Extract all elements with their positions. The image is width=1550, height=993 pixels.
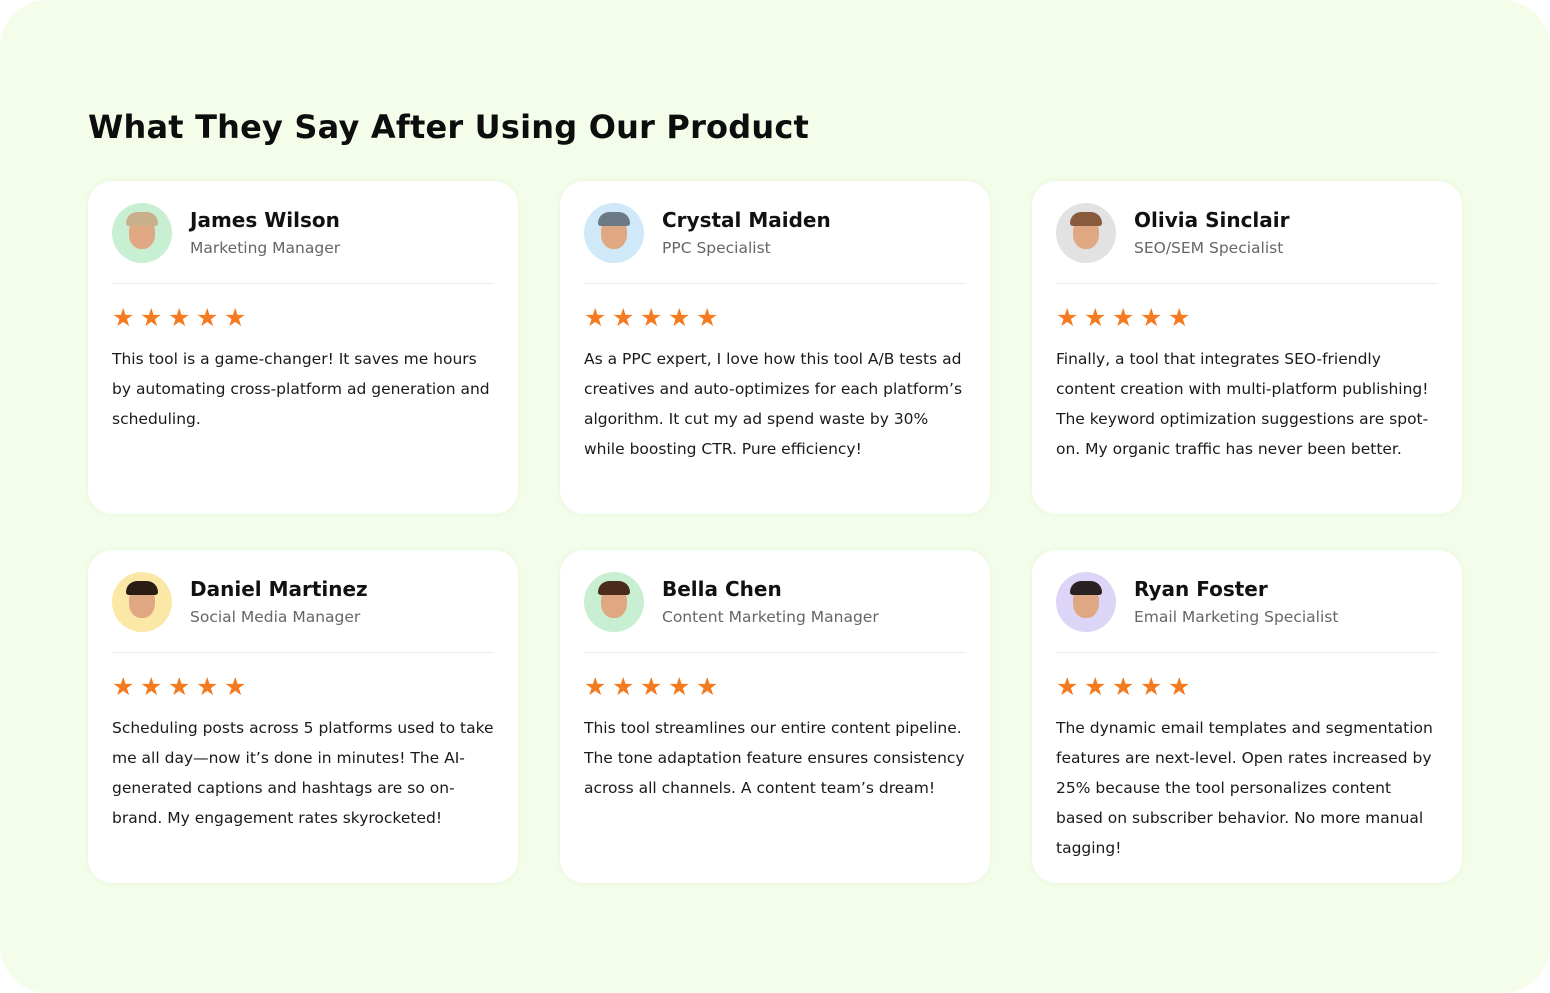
avatar [112,572,172,632]
star-icon: ★ [196,303,219,332]
star-icon: ★ [196,672,219,701]
testimonial-card: Ryan Foster Email Marketing Specialist ★… [1032,550,1462,883]
star-icon: ★ [612,672,635,701]
reviewer-name: James Wilson [190,208,340,232]
testimonial-card: Crystal Maiden PPC Specialist ★ ★ ★ ★ ★ As a… [560,181,990,514]
star-icon: ★ [1084,303,1107,332]
testimonial-card: Bella Chen Content Marketing Manager ★ ★ ★… [560,550,990,883]
testimonial-text: Finally, a tool that integrates SEO-frie… [1056,350,1429,458]
testimonial-text: This tool streamlines our entire content… [584,719,965,797]
reviewer-role: Email Marketing Specialist [1134,608,1339,626]
reviewer-info: Ryan Foster Email Marketing Specialist [1134,576,1338,628]
star-icon: ★ [1056,303,1079,332]
reviewer-role: Marketing Manager [190,239,341,257]
avatar-hair [1070,212,1102,226]
avatar-hair [598,581,630,595]
card-header: James Wilson Marketing Manager [112,203,494,263]
avatar [1056,572,1116,632]
avatar-hair [1070,581,1102,595]
avatar [1056,203,1116,263]
reviewer-info: Olivia Sinclair SEO/SEM Specialist [1134,207,1290,259]
star-icon: ★ [112,672,135,701]
star-icon: ★ [224,672,247,701]
divider [112,652,494,653]
reviewer-info: Daniel Martinez Social Media Manager [190,576,368,628]
card-header: Daniel Martinez Social Media Manager [112,572,494,632]
star-rating: ★ ★ ★ ★ ★ [584,303,966,332]
star-icon: ★ [168,672,191,701]
star-icon: ★ [1140,672,1163,701]
avatar [584,203,644,263]
star-icon: ★ [168,303,191,332]
reviewer-name: Crystal Maiden [662,208,831,232]
star-icon: ★ [696,672,719,701]
divider [584,652,966,653]
star-icon: ★ [584,303,607,332]
star-icon: ★ [1056,672,1079,701]
star-icon: ★ [1112,672,1135,701]
testimonial-card: Daniel Martinez Social Media Manager ★ ★ ★… [88,550,518,883]
reviewer-name: Olivia Sinclair [1134,208,1290,232]
reviewer-name: Bella Chen [662,577,782,601]
reviewer-name: Daniel Martinez [190,577,368,601]
star-icon: ★ [640,672,663,701]
star-icon: ★ [584,672,607,701]
star-icon: ★ [112,303,135,332]
card-header: Crystal Maiden PPC Specialist [584,203,966,263]
star-icon: ★ [140,672,163,701]
avatar [584,572,644,632]
star-rating: ★ ★ ★ ★ ★ [1056,303,1438,332]
star-icon: ★ [1168,303,1191,332]
section-title: What They Say After Using Our Product [88,108,809,146]
star-rating: ★ ★ ★ ★ ★ [584,672,966,701]
reviewer-role: Social Media Manager [190,608,361,626]
star-rating: ★ ★ ★ ★ ★ [1056,672,1438,701]
divider [1056,652,1438,653]
card-header: Bella Chen Content Marketing Manager [584,572,966,632]
star-icon: ★ [696,303,719,332]
reviewer-info: Bella Chen Content Marketing Manager [662,576,879,628]
reviewer-info: James Wilson Marketing Manager [190,207,340,259]
star-icon: ★ [140,303,163,332]
testimonial-text: As a PPC expert, I love how this tool A/… [584,350,963,458]
star-icon: ★ [1140,303,1163,332]
star-icon: ★ [668,303,691,332]
testimonial-card: James Wilson Marketing Manager ★ ★ ★ ★ ★ Thi… [88,181,518,514]
testimonial-text: The dynamic email templates and segmenta… [1056,719,1433,857]
reviewer-role: Content Marketing Manager [662,608,879,626]
reviewer-info: Crystal Maiden PPC Specialist [662,207,831,259]
divider [584,283,966,284]
avatar-hair [126,581,158,595]
card-header: Olivia Sinclair SEO/SEM Specialist [1056,203,1438,263]
testimonial-text: Scheduling posts across 5 platforms used… [112,719,494,827]
card-header: Ryan Foster Email Marketing Specialist [1056,572,1438,632]
star-icon: ★ [1168,672,1191,701]
star-rating: ★ ★ ★ ★ ★ [112,303,494,332]
avatar [112,203,172,263]
divider [1056,283,1438,284]
avatar-hair [126,212,158,226]
reviewer-role: SEO/SEM Specialist [1134,239,1284,257]
avatar-hair [598,212,630,226]
star-icon: ★ [668,672,691,701]
testimonial-card: Olivia Sinclair SEO/SEM Specialist ★ ★ ★ ★ ★… [1032,181,1462,514]
star-icon: ★ [1084,672,1107,701]
divider [112,283,494,284]
star-icon: ★ [612,303,635,332]
star-icon: ★ [1112,303,1135,332]
testimonial-text: This tool is a game-changer! It saves me… [112,350,490,428]
reviewer-name: Ryan Foster [1134,577,1268,601]
star-rating: ★ ★ ★ ★ ★ [112,672,494,701]
star-icon: ★ [640,303,663,332]
reviewer-role: PPC Specialist [662,239,771,257]
testimonials-grid: James Wilson Marketing Manager ★ ★ ★ ★ ★ Thi… [88,181,1462,883]
star-icon: ★ [224,303,247,332]
